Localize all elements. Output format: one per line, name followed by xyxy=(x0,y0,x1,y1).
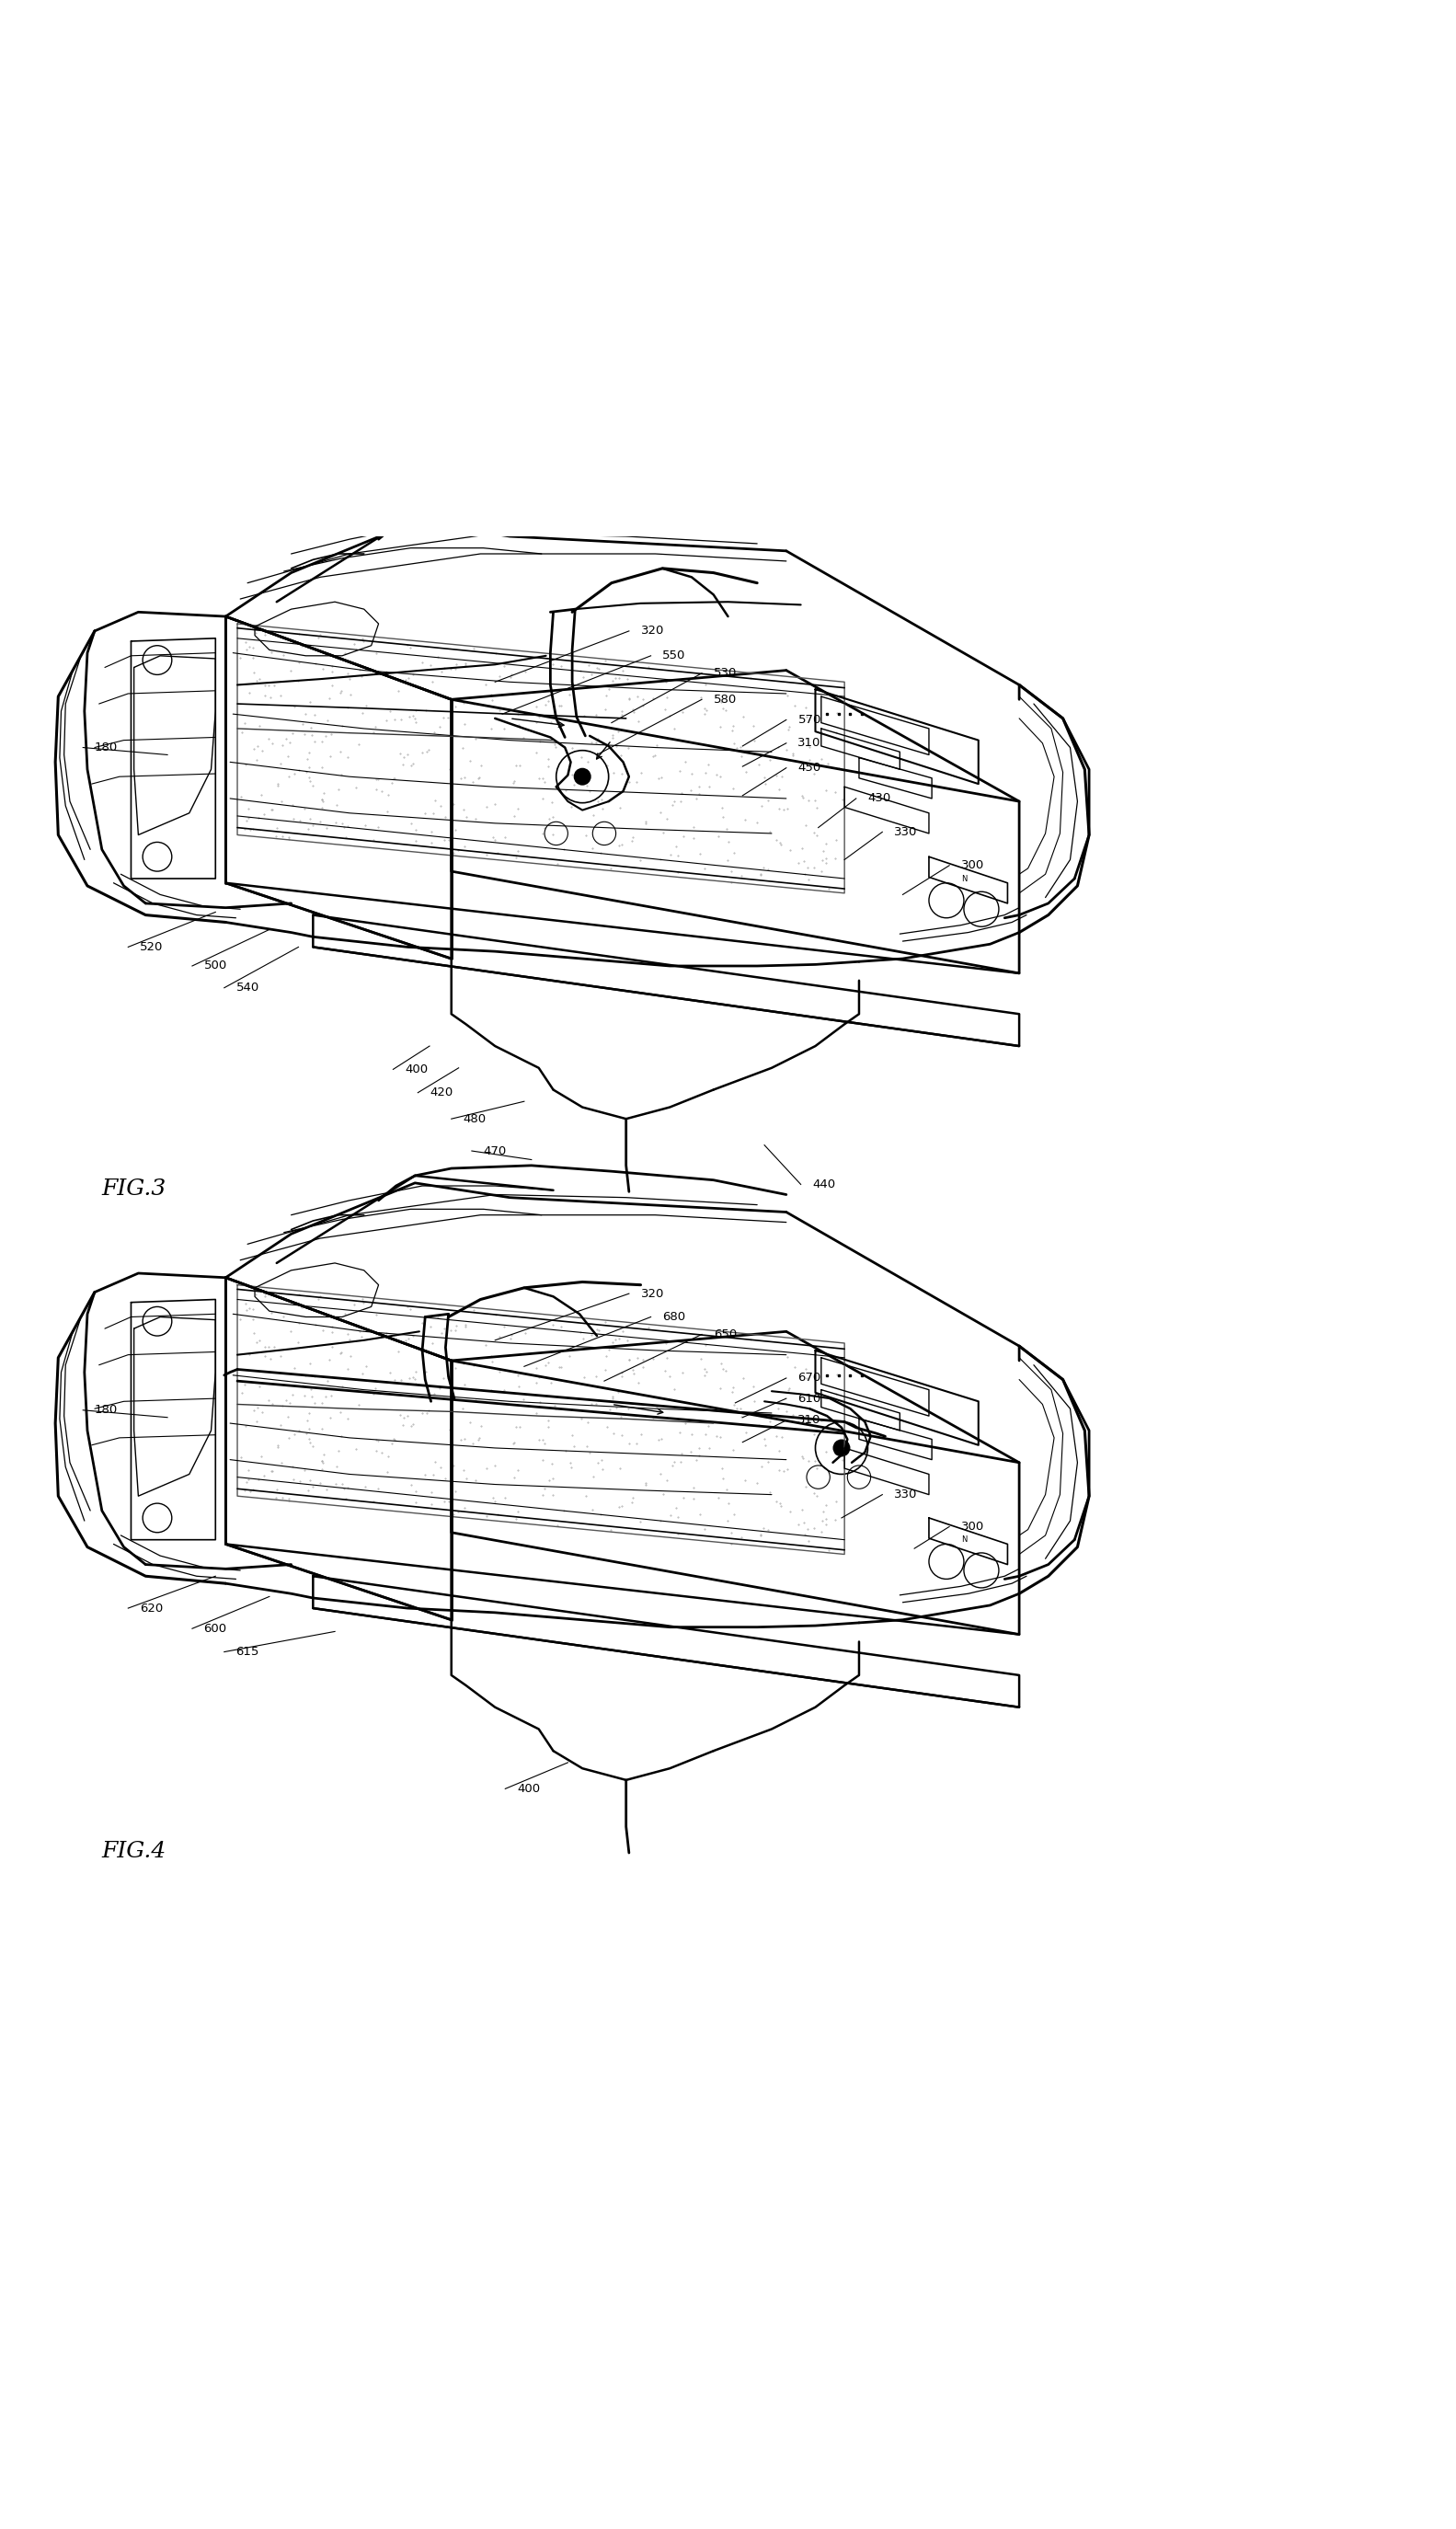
Text: 300: 300 xyxy=(961,860,984,873)
Text: 440: 440 xyxy=(812,1179,836,1191)
Text: FIG.4: FIG.4 xyxy=(102,1841,166,1861)
Text: 330: 330 xyxy=(894,1490,917,1500)
Text: 450: 450 xyxy=(798,761,821,774)
Text: 620: 620 xyxy=(140,1603,163,1614)
Text: 470: 470 xyxy=(483,1146,507,1156)
Text: 320: 320 xyxy=(641,1287,664,1300)
Text: N: N xyxy=(961,1535,967,1543)
Text: 570: 570 xyxy=(798,713,821,726)
Text: 400: 400 xyxy=(405,1062,428,1075)
Circle shape xyxy=(574,769,591,787)
Text: 610: 610 xyxy=(798,1393,821,1404)
Text: 550: 550 xyxy=(662,650,686,663)
Text: 500: 500 xyxy=(204,961,227,971)
Text: 580: 580 xyxy=(713,693,737,706)
Text: FIG.3: FIG.3 xyxy=(102,1179,166,1199)
Text: N: N xyxy=(961,875,967,883)
Text: 430: 430 xyxy=(868,792,891,804)
Text: 310: 310 xyxy=(798,1414,821,1426)
Text: 400: 400 xyxy=(517,1783,540,1796)
Text: 320: 320 xyxy=(641,625,664,637)
Text: 680: 680 xyxy=(662,1310,686,1323)
Text: 480: 480 xyxy=(463,1113,486,1125)
Text: 520: 520 xyxy=(140,941,163,953)
Text: 615: 615 xyxy=(236,1646,259,1659)
Text: 300: 300 xyxy=(961,1520,984,1533)
Text: 420: 420 xyxy=(430,1087,453,1098)
Circle shape xyxy=(833,1439,850,1457)
Text: 180: 180 xyxy=(95,741,118,754)
Text: 330: 330 xyxy=(894,827,917,837)
Text: 180: 180 xyxy=(95,1404,118,1416)
Text: 670: 670 xyxy=(798,1373,821,1383)
Text: 600: 600 xyxy=(204,1624,227,1634)
Text: 530: 530 xyxy=(713,668,737,680)
Text: 650: 650 xyxy=(713,1328,737,1340)
Text: 540: 540 xyxy=(236,981,259,994)
Text: 310: 310 xyxy=(798,736,821,749)
